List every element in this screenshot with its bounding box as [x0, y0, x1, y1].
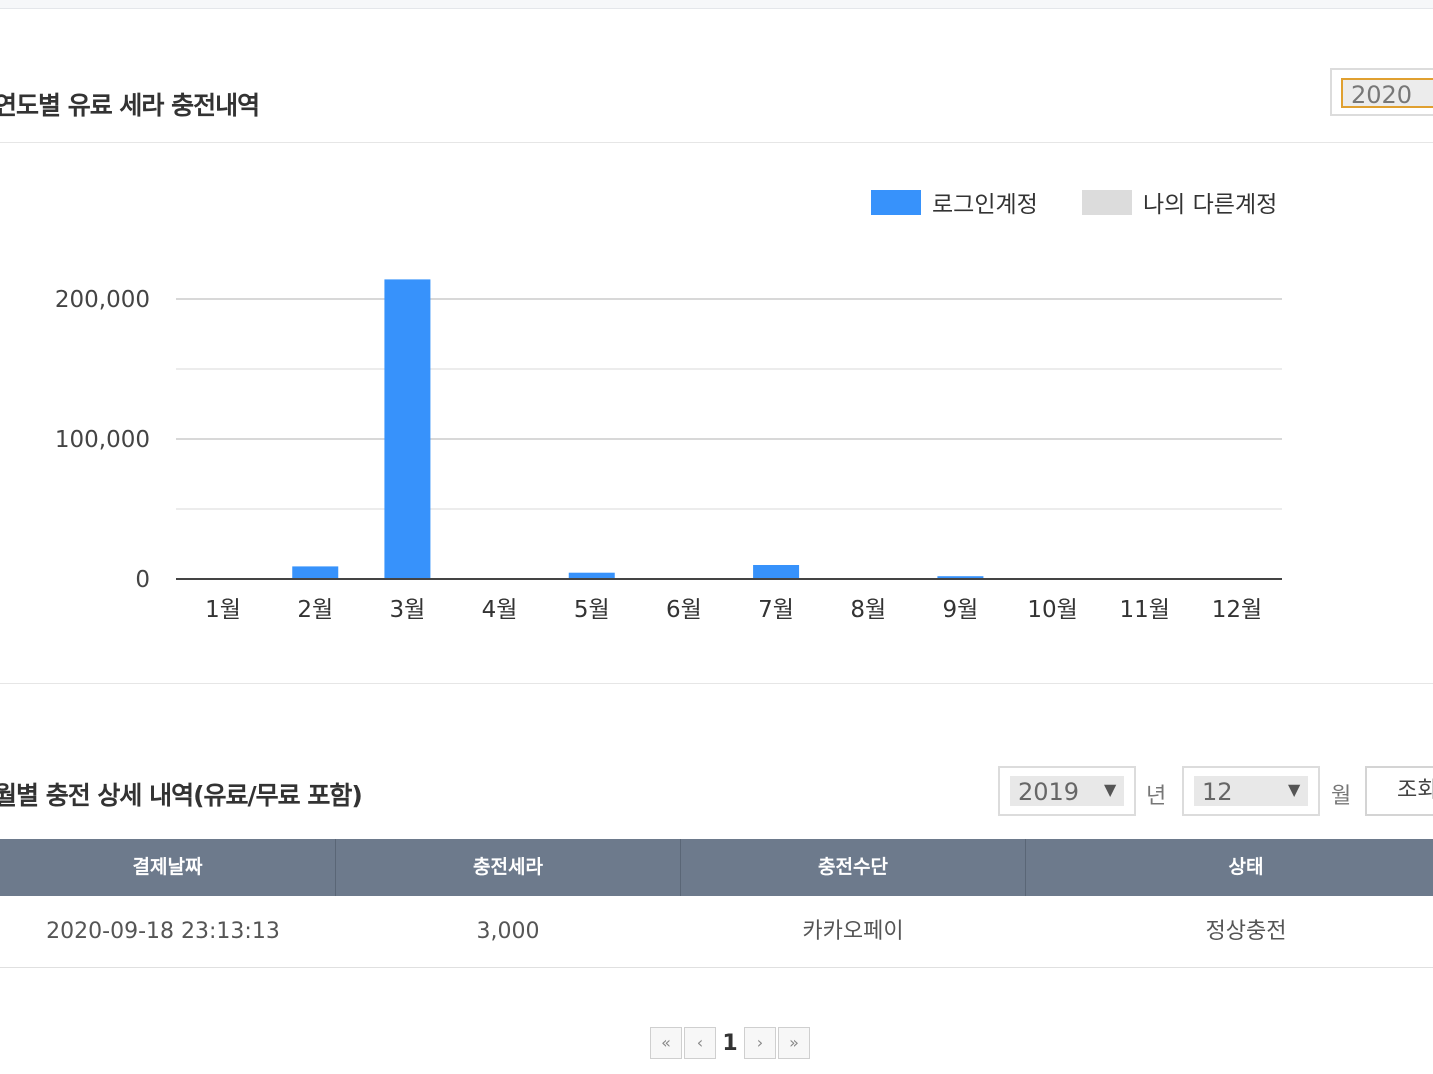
chart-header-divider [0, 142, 1433, 143]
y-tick-label: 200,000 [55, 287, 150, 313]
legend-item-login: 로그인계정 [871, 188, 1038, 218]
bar-3 [384, 279, 431, 579]
x-tick-label: 10월 [1027, 597, 1077, 623]
x-tick-label: 7월 [758, 597, 794, 623]
x-tick-label: 4월 [482, 597, 518, 623]
row-divider [0, 967, 1433, 968]
x-tick-label: 8월 [850, 597, 886, 623]
first-page-button[interactable]: « [650, 1027, 682, 1059]
bar-9 [937, 576, 984, 579]
legend-label-other: 나의 다른계정 [1143, 192, 1278, 218]
x-tick-label: 1월 [205, 597, 241, 623]
column-header-status: 상태 [1228, 856, 1264, 878]
detail-month-value: 12 [1194, 776, 1308, 806]
x-tick-label: 9월 [943, 597, 979, 623]
y-tick-label: 0 [135, 567, 150, 593]
detail-month-select[interactable]: 12 ▼ [1182, 766, 1320, 816]
prev-page-button[interactable]: ‹ [684, 1027, 716, 1059]
detail-year-select[interactable]: 2019 ▼ [998, 766, 1136, 816]
column-separator [1025, 839, 1026, 896]
bar-7 [753, 565, 800, 579]
column-separator [335, 839, 336, 896]
pagination: « ‹ 1 › » [650, 1027, 812, 1059]
column-header-amount: 충전세라 [473, 856, 543, 878]
cell-status: 정상충전 [1205, 919, 1287, 944]
x-tick-label: 6월 [666, 597, 702, 623]
chevron-down-icon: ▼ [1288, 780, 1301, 799]
chart-year-value: 2020 [1341, 78, 1433, 109]
legend-item-other: 나의 다른계정 [1082, 188, 1278, 218]
monthly-bar-chart: 200,000 100,000 0 1월 2월 3월 4월 5월 6월 7월 8월 9월 10월 11월 1… [55, 279, 1282, 623]
x-tick-label: 2월 [297, 597, 333, 623]
bar-5 [568, 572, 615, 579]
month-unit-label: 월 [1331, 784, 1352, 809]
current-page-number[interactable]: 1 [722, 1030, 738, 1056]
x-tick-label: 11월 [1120, 597, 1170, 623]
cell-amount: 3,000 [476, 919, 540, 944]
y-tick-label: 100,000 [55, 427, 150, 453]
year-unit-label: 년 [1146, 784, 1167, 809]
x-tick-label: 3월 [390, 597, 426, 623]
legend-label-login: 로그인계정 [932, 192, 1038, 218]
query-button[interactable]: 조회 [1365, 766, 1433, 816]
table-header: 결제날짜 충전세라 충전수단 상태 [0, 839, 1433, 896]
x-tick-label: 5월 [574, 597, 610, 623]
cell-date: 2020-09-18 23:13:13 [46, 919, 280, 944]
next-page-button[interactable]: › [744, 1027, 776, 1059]
legend-swatch-login [871, 189, 921, 215]
legend-swatch-other [1082, 189, 1132, 215]
chart-section-title: 연도별 유료 세라 충전내역 [0, 91, 260, 120]
column-separator [680, 839, 681, 896]
chevron-down-icon: ▼ [1104, 780, 1117, 799]
chart-year-select[interactable]: 2020 [1330, 68, 1433, 116]
last-page-button[interactable]: » [778, 1027, 810, 1059]
cell-method: 카카오페이 [802, 919, 904, 944]
top-strip [0, 0, 1433, 9]
detail-section-title: 월별 충전 상세 내역(유료/무료 포함) [0, 781, 363, 810]
x-tick-label: 12월 [1212, 597, 1262, 623]
chart-bottom-divider [0, 683, 1433, 684]
column-header-method: 충전수단 [818, 856, 888, 878]
detail-year-value: 2019 [1010, 776, 1124, 806]
bar-2 [292, 566, 339, 579]
column-header-date: 결제날짜 [132, 856, 203, 878]
